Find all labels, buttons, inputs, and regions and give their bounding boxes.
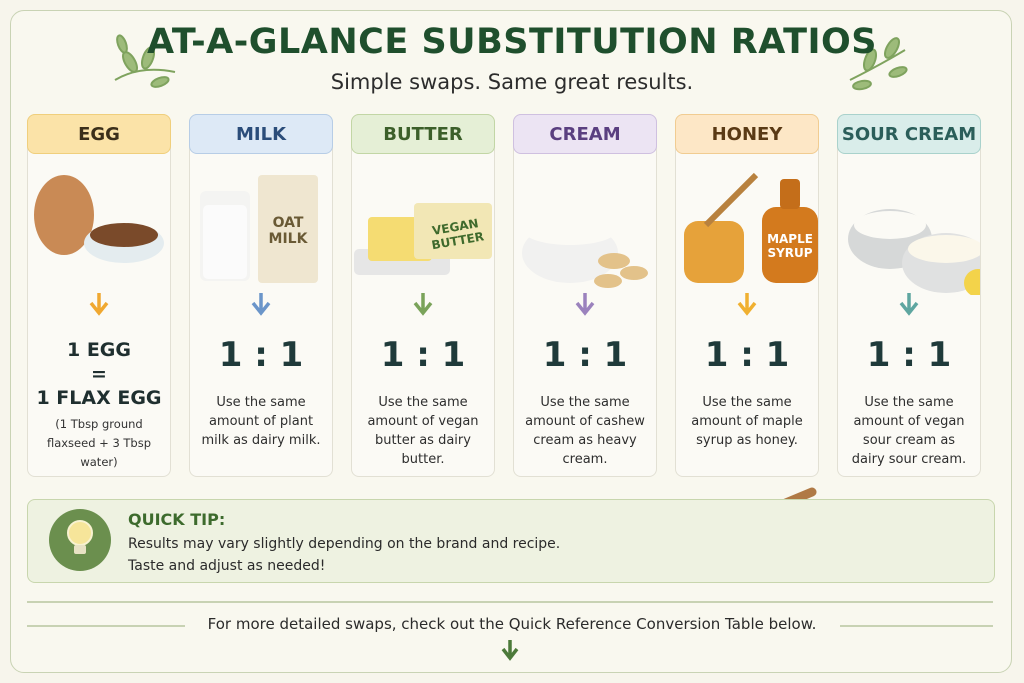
arrow xyxy=(737,293,757,316)
tip-box xyxy=(27,499,995,583)
cashew xyxy=(598,253,630,269)
card-label: MILK xyxy=(189,114,333,154)
note: (1 Tbsp ground flaxseed + 3 Tbsp water) xyxy=(46,417,152,469)
vegan-butter xyxy=(414,203,492,259)
description: Use the same amount of maple syrup as ho… xyxy=(691,395,803,448)
card: CREAM 1 : 1 Use the same amount of cashew … xyxy=(513,114,657,477)
image-label-line: SYRUP xyxy=(767,246,812,260)
arrow-shape xyxy=(251,293,271,316)
card-label: HONEY xyxy=(675,114,819,154)
ratio-line: 1 FLAX EGG xyxy=(36,387,162,409)
card-label: SOUR CREAM xyxy=(837,114,981,154)
ratio: 1 : 1 xyxy=(542,335,628,375)
egg xyxy=(34,175,94,255)
image-label-line: OAT xyxy=(273,215,304,231)
milk xyxy=(203,205,247,279)
card: EGG 1 EGG = 1 FLAX EGG (1 Tbsp ground flaxse… xyxy=(27,114,171,477)
sour-cream xyxy=(854,211,926,239)
card: HONEY MAPLE SYRUP 1 : 1 Use the same amount … xyxy=(675,114,819,477)
tip-text: Results may vary slightly depending on t… xyxy=(128,536,561,552)
card: SOUR CREAM 1 : 1 Use the same amount of ve… xyxy=(837,114,981,477)
image-label-line: MILK xyxy=(269,231,309,247)
honey-jar xyxy=(684,221,744,283)
tip-text: Taste and adjust as needed! xyxy=(128,558,326,574)
carton xyxy=(258,175,318,283)
arrow xyxy=(899,293,919,316)
card-label: CREAM xyxy=(513,114,657,154)
arrow xyxy=(413,293,433,316)
illustration: OAT MILK xyxy=(200,175,318,283)
arrow xyxy=(89,293,109,316)
description: Use the same amount of plant milk as dai… xyxy=(201,395,321,448)
arrow-shape xyxy=(737,293,757,316)
arrow-shape xyxy=(89,293,109,316)
dipper xyxy=(703,172,759,228)
footer-text: For more detailed swaps, check out the Q… xyxy=(207,615,817,633)
illustration xyxy=(522,217,648,288)
card: BUTTER VEGANBUTTER 1 : 1 Use the same amoun… xyxy=(351,114,495,477)
ratio: 1 : 1 xyxy=(218,335,304,375)
bottle-neck xyxy=(780,179,800,209)
arrow-shape xyxy=(899,293,919,316)
cashew xyxy=(594,274,622,288)
sour-cream xyxy=(908,235,980,263)
illustration xyxy=(848,209,980,295)
description: Use the same amount of cashew cream as h… xyxy=(525,395,645,467)
title: AT-A-GLANCE SUBSTITUTION RATIOS xyxy=(147,22,877,62)
sprig-left xyxy=(114,34,176,88)
ratio: 1 : 1 xyxy=(380,335,466,375)
illustration: VEGANBUTTER xyxy=(354,203,492,275)
card: MILK OAT MILK 1 : 1 Use the same amount of p… xyxy=(189,114,333,477)
ratio: 1 : 1 xyxy=(704,335,790,375)
tip-title: QUICK TIP: xyxy=(128,510,226,529)
card-label: BUTTER xyxy=(351,114,495,154)
image-label: MAPLE SYRUP xyxy=(767,232,813,260)
illustration: MAPLE SYRUP xyxy=(684,172,818,283)
arrow-shape xyxy=(575,293,595,316)
syrup-bottle xyxy=(762,207,818,283)
arrow xyxy=(251,293,271,316)
cream xyxy=(524,217,616,245)
description: Use the same amount of vegan butter as d… xyxy=(367,395,479,467)
down-arrow xyxy=(501,640,519,661)
ratio: 1 : 1 xyxy=(866,335,952,375)
illustration xyxy=(34,175,164,263)
ratio-line: 1 EGG xyxy=(66,339,131,361)
arrow-shape xyxy=(413,293,433,316)
card-label: EGG xyxy=(27,114,171,154)
ratio-line: = xyxy=(91,363,107,385)
flaxseed xyxy=(90,223,158,247)
cashew xyxy=(620,266,648,280)
sprig-right xyxy=(849,37,908,91)
lemon xyxy=(964,269,980,295)
image-label: OAT MILK xyxy=(269,215,309,247)
description: Use the same amount of vegan sour cream … xyxy=(851,395,967,467)
image-label-line: MAPLE xyxy=(767,232,813,246)
arrow xyxy=(575,293,595,316)
subtitle: Simple swaps. Same great results. xyxy=(330,70,694,94)
